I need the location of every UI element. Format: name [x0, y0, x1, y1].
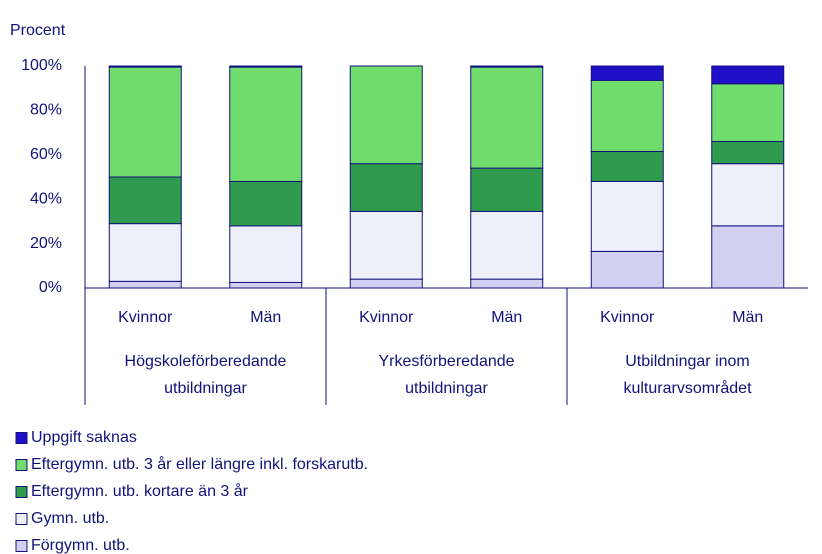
bar-segment — [349, 278, 423, 289]
bar-segment — [711, 83, 785, 142]
y-axis-label: Procent — [10, 22, 66, 39]
group-label: kulturarvsområdet — [623, 379, 752, 397]
bar-segment — [711, 225, 785, 289]
x-tick-label: Kvinnor — [359, 309, 414, 326]
y-tick-label: 60% — [30, 146, 62, 163]
legend-label: Gymn. utb. — [31, 510, 109, 527]
bar-segment — [711, 163, 785, 227]
group-label: utbildningar — [405, 380, 488, 397]
bar-segment — [349, 65, 423, 165]
bar-segment — [711, 65, 785, 85]
bar-segment — [229, 180, 303, 227]
bar-segment — [229, 66, 303, 182]
y-tick-label: 80% — [30, 102, 62, 119]
x-tick-label: Kvinnor — [118, 309, 173, 326]
x-tick-label: Män — [491, 309, 522, 326]
y-tick-label: 40% — [30, 190, 62, 207]
y-tick-label: 100% — [21, 57, 62, 74]
bar-segment — [108, 176, 182, 225]
bar-segment — [590, 79, 664, 152]
bar-segment — [349, 163, 423, 212]
y-tick-label: 20% — [30, 235, 62, 252]
bar-segment — [108, 66, 182, 178]
legend-label: Förgymn. utb. — [31, 537, 130, 554]
bar-segment — [590, 65, 664, 81]
bar-segment — [229, 225, 303, 283]
bar-segment — [229, 65, 303, 68]
bar-segment — [470, 66, 544, 169]
bar-segment — [470, 210, 544, 280]
y-tick-label: 0% — [39, 279, 62, 296]
legend-label: Eftergymn. utb. 3 år eller längre inkl. … — [31, 455, 368, 473]
bar-segment — [470, 65, 544, 68]
bar-segment — [108, 223, 182, 282]
group-label: Högskoleförberedande — [125, 353, 287, 370]
x-tick-label: Män — [732, 309, 763, 326]
bar-segment — [108, 280, 182, 289]
group-label: Yrkesförberedande — [378, 353, 514, 370]
legend-swatch — [15, 459, 28, 471]
legend-label: Eftergymn. utb. kortare än 3 år — [31, 482, 249, 500]
x-tick-label: Kvinnor — [600, 309, 655, 326]
bar-segment — [711, 140, 785, 165]
bar-segment — [590, 180, 664, 252]
group-label: Utbildningar inom — [625, 353, 750, 370]
legend-swatch — [15, 486, 28, 498]
bar-segment — [590, 250, 664, 289]
bar-segment — [229, 281, 303, 289]
legend-swatch — [15, 513, 28, 525]
bar-segment — [590, 150, 664, 182]
x-tick-label: Män — [250, 309, 281, 326]
group-label: utbildningar — [164, 380, 247, 397]
bar-segment — [470, 278, 544, 289]
legend-label: Uppgift saknas — [31, 429, 137, 446]
bar-segment — [349, 210, 423, 280]
legend-swatch — [15, 432, 28, 444]
bar-segment — [470, 167, 544, 212]
legend-swatch — [15, 540, 28, 552]
bar-segment — [108, 65, 182, 68]
